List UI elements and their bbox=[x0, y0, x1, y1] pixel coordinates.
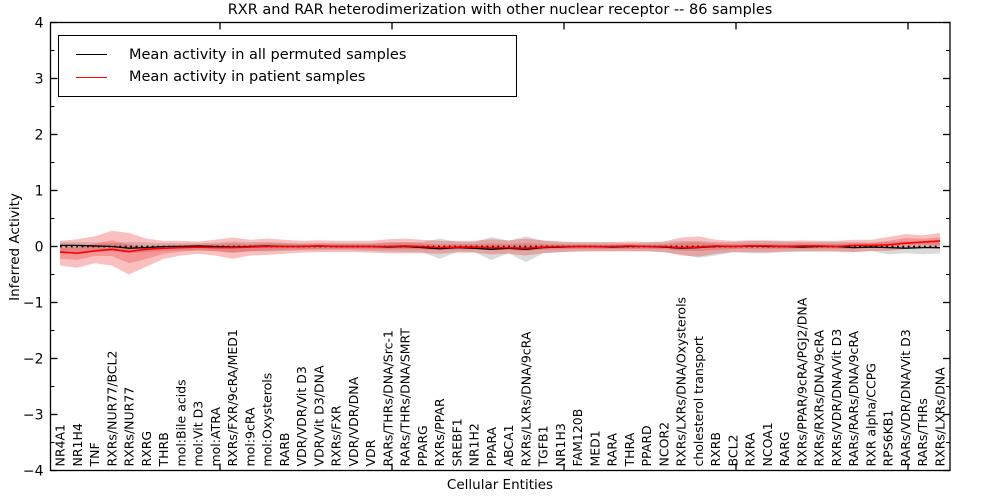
x-category-label: TGFB1 bbox=[536, 425, 551, 467]
x-category-label: RARs/THRs/DNA/Src-1 bbox=[380, 330, 395, 466]
x-category-label: PPARG bbox=[415, 425, 430, 466]
y-tick-label: 0 bbox=[35, 240, 44, 256]
legend-label-permuted: Mean activity in all permuted samples bbox=[129, 46, 407, 63]
patient-band-inner bbox=[60, 237, 940, 264]
x-category-label: RXRs/PPAR/9cRA/PGJ2/DNA bbox=[794, 297, 809, 466]
x-category-label: mol:ATRA bbox=[208, 407, 223, 467]
y-tick-label: 2 bbox=[35, 128, 44, 144]
x-category-label: VDR/VDR/DNA bbox=[346, 376, 361, 466]
x-category-label: mol:Bile acids bbox=[173, 379, 188, 466]
x-category-label: ABCA1 bbox=[501, 424, 516, 466]
x-category-label: NCOR2 bbox=[656, 422, 671, 467]
x-category-label: TNF bbox=[87, 442, 102, 467]
legend: Mean activity in all permuted samples Me… bbox=[58, 35, 517, 97]
y-tick-label: −1 bbox=[23, 296, 44, 312]
x-category-label: BCL2 bbox=[725, 434, 740, 466]
x-category-label: RXRs/NUR77/BCL2 bbox=[104, 351, 119, 467]
x-category-label: THRA bbox=[622, 432, 637, 467]
x-category-label: RXRs/VDR/DNA/Vit D3 bbox=[829, 329, 844, 467]
x-category-label: RARs/VDR/DNA/Vit D3 bbox=[898, 329, 913, 466]
x-category-label: FAM120B bbox=[570, 409, 585, 467]
x-category-label: RPS6KB1 bbox=[881, 410, 896, 467]
permuted-line-icon bbox=[76, 54, 107, 56]
x-category-label: NCOA1 bbox=[760, 422, 775, 466]
x-category-label: RARA bbox=[605, 433, 620, 467]
x-category-label: mol:Vit D3 bbox=[191, 401, 206, 467]
x-category-label: RXRs/LXRs/DNA bbox=[933, 367, 948, 467]
y-tick-label: 4 bbox=[35, 16, 44, 32]
x-axis-label: Cellular Entities bbox=[446, 477, 554, 493]
x-category-label: RXRs/RXRs/DNA/9cRA bbox=[812, 329, 827, 466]
x-category-label: NR1H4 bbox=[70, 423, 85, 466]
legend-entry-patient: Mean activity in patient samples bbox=[76, 70, 516, 85]
x-category-label: PPARD bbox=[639, 425, 654, 466]
chart-title: RXR and RAR heterodimerization with othe… bbox=[227, 2, 773, 18]
legend-entry-permuted: Mean activity in all permuted samples bbox=[76, 46, 516, 63]
y-tick-label: 3 bbox=[35, 72, 44, 88]
x-category-label: VDR/Vit D3/DNA bbox=[311, 365, 326, 466]
x-category-label: NR4A1 bbox=[53, 424, 68, 467]
x-category-label: mol:Oxysterols bbox=[260, 373, 275, 467]
x-category-label: RXRB bbox=[708, 432, 723, 467]
x-category-label: RXRs/LXRs/DNA/Oxysterols bbox=[674, 297, 689, 467]
x-category-label: SREBF1 bbox=[449, 418, 464, 466]
x-category-label: NR1H3 bbox=[553, 423, 568, 466]
x-category-label: RXRs/NUR77 bbox=[122, 387, 137, 467]
x-category-label: RXR alpha/CCPG bbox=[863, 363, 878, 466]
x-category-label: RXRs/PPAR bbox=[432, 398, 447, 466]
x-category-label: cholesterol transport bbox=[691, 336, 706, 467]
y-tick-label: −2 bbox=[23, 352, 44, 368]
x-category-label: RARG bbox=[777, 431, 792, 466]
x-category-label: RXRs/LXRs/DNA/9cRA bbox=[518, 331, 533, 466]
x-category-label: RXRs/FXR bbox=[329, 405, 344, 466]
x-category-label: RARB bbox=[277, 433, 292, 467]
legend-label-patient: Mean activity in patient samples bbox=[129, 69, 366, 85]
x-category-label: RXRs/FXR/9cRA/MED1 bbox=[225, 329, 240, 466]
x-category-label: RARs/THRs/DNA/SMRT bbox=[398, 328, 413, 467]
patient-line-icon bbox=[76, 76, 107, 78]
x-category-label: RXRA bbox=[743, 432, 758, 466]
x-category-label: NR1H2 bbox=[467, 423, 482, 466]
x-category-label: RXRG bbox=[139, 431, 154, 467]
x-category-label: VDR bbox=[363, 439, 378, 466]
y-tick-label: −4 bbox=[23, 464, 44, 480]
y-tick-label: −3 bbox=[23, 408, 44, 424]
x-category-label: RARs/RARs/DNA/9cRA bbox=[846, 330, 861, 466]
patient-band bbox=[60, 230, 940, 275]
x-category-label: PPARA bbox=[484, 426, 499, 466]
y-tick-label: 1 bbox=[35, 184, 44, 200]
x-category-label: THRB bbox=[156, 432, 171, 467]
patient-mean-line bbox=[59, 240, 941, 255]
x-category-label: MED1 bbox=[587, 430, 602, 466]
x-category-label: VDR/VDR/Vit D3 bbox=[294, 366, 309, 466]
x-category-label: mol:9cRA bbox=[242, 407, 257, 467]
x-category-label: RARs/THRs bbox=[915, 398, 930, 466]
